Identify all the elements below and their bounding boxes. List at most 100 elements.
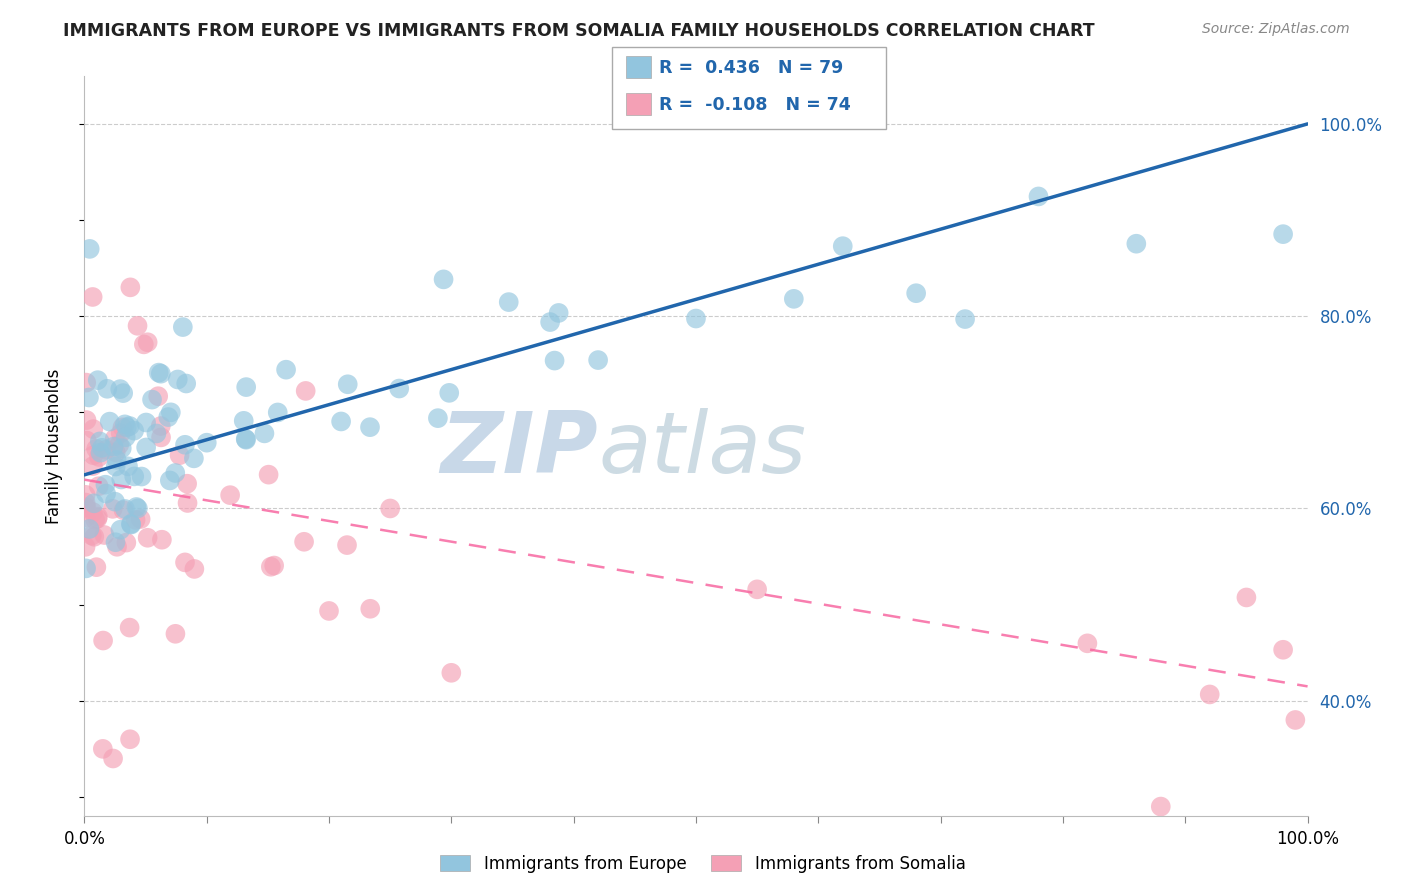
Point [132, 337, 155, 351]
Point [111, 442, 134, 456]
Text: IMMIGRANTS FROM EUROPE VS IMMIGRANTS FROM SOMALIA FAMILY HOUSEHOLDS CORRELATION : IMMIGRANTS FROM EUROPE VS IMMIGRANTS FRO… [63, 22, 1095, 40]
Point [118, 621, 141, 635]
Point [122, 469, 145, 483]
Point [183, 562, 205, 576]
Point [82, 422, 104, 436]
Point [75, 500, 97, 515]
Point [253, 426, 276, 441]
Point [169, 448, 191, 462]
Point [80, 528, 103, 542]
Point [274, 362, 297, 376]
Legend: Immigrants from Europe, Immigrants from Somalia: Immigrants from Europe, Immigrants from … [433, 848, 973, 880]
Point [174, 438, 197, 452]
Point [93, 528, 115, 542]
Point [82, 459, 104, 474]
Point [426, 411, 449, 425]
Point [104, 432, 127, 446]
Point [1272, 227, 1295, 241]
Point [117, 459, 139, 474]
Point [176, 496, 198, 510]
Point [98, 415, 121, 429]
Point [75, 376, 97, 390]
Point [685, 311, 707, 326]
Point [75, 561, 97, 575]
Point [183, 451, 205, 466]
Point [75, 540, 97, 554]
Point [336, 377, 359, 392]
Point [150, 430, 173, 444]
Point [118, 419, 141, 434]
Point [108, 438, 131, 452]
Point [145, 426, 167, 441]
Point [257, 467, 280, 482]
Point [76, 434, 98, 448]
Point [1028, 189, 1050, 203]
Point [292, 534, 315, 549]
Point [89, 445, 111, 459]
Point [380, 501, 402, 516]
Point [108, 382, 131, 396]
Point [122, 424, 145, 438]
Point [1198, 688, 1220, 702]
Point [174, 555, 197, 569]
Point [96, 382, 118, 396]
Text: Source: ZipAtlas.com: Source: ZipAtlas.com [1202, 22, 1350, 37]
Point [83, 496, 105, 510]
Point [82, 290, 104, 304]
Point [75, 495, 97, 509]
Point [159, 474, 181, 488]
Text: R =  -0.108   N = 74: R = -0.108 N = 74 [659, 95, 851, 113]
Point [267, 405, 290, 419]
Text: ZIP: ZIP [440, 409, 598, 491]
Point [538, 315, 561, 329]
Point [110, 473, 132, 487]
Point [83, 530, 105, 544]
Point [1272, 642, 1295, 657]
Point [79, 522, 101, 536]
Point [82, 448, 104, 462]
Point [87, 479, 110, 493]
Point [498, 295, 520, 310]
Point [135, 416, 157, 430]
Point [1284, 713, 1306, 727]
Point [432, 272, 454, 286]
Point [148, 389, 170, 403]
Point [174, 376, 197, 391]
Point [114, 417, 136, 432]
Point [135, 441, 157, 455]
Point [91, 441, 114, 455]
Point [141, 392, 163, 407]
Point [1150, 799, 1173, 814]
Point [543, 353, 565, 368]
Point [318, 604, 340, 618]
Point [157, 410, 180, 425]
Point [84, 442, 107, 456]
Point [115, 535, 138, 549]
Point [114, 502, 136, 516]
Point [439, 385, 461, 400]
Point [235, 380, 257, 394]
Point [120, 517, 142, 532]
Point [172, 320, 194, 334]
Point [104, 445, 127, 459]
Point [160, 405, 183, 419]
Point [76, 413, 98, 427]
Point [112, 503, 135, 517]
Point [127, 318, 149, 333]
Point [125, 500, 148, 514]
Point [336, 538, 359, 552]
Point [94, 477, 117, 491]
Point [110, 426, 132, 441]
Point [129, 512, 152, 526]
Point [101, 751, 124, 765]
Point [905, 286, 928, 301]
Point [104, 494, 127, 508]
Text: R =  0.436   N = 79: R = 0.436 N = 79 [659, 59, 844, 77]
Y-axis label: Family Households: Family Households [45, 368, 63, 524]
Point [103, 440, 125, 454]
Point [149, 367, 172, 381]
Point [101, 501, 124, 516]
Point [104, 459, 127, 474]
Point [120, 280, 142, 294]
Point [165, 466, 187, 480]
